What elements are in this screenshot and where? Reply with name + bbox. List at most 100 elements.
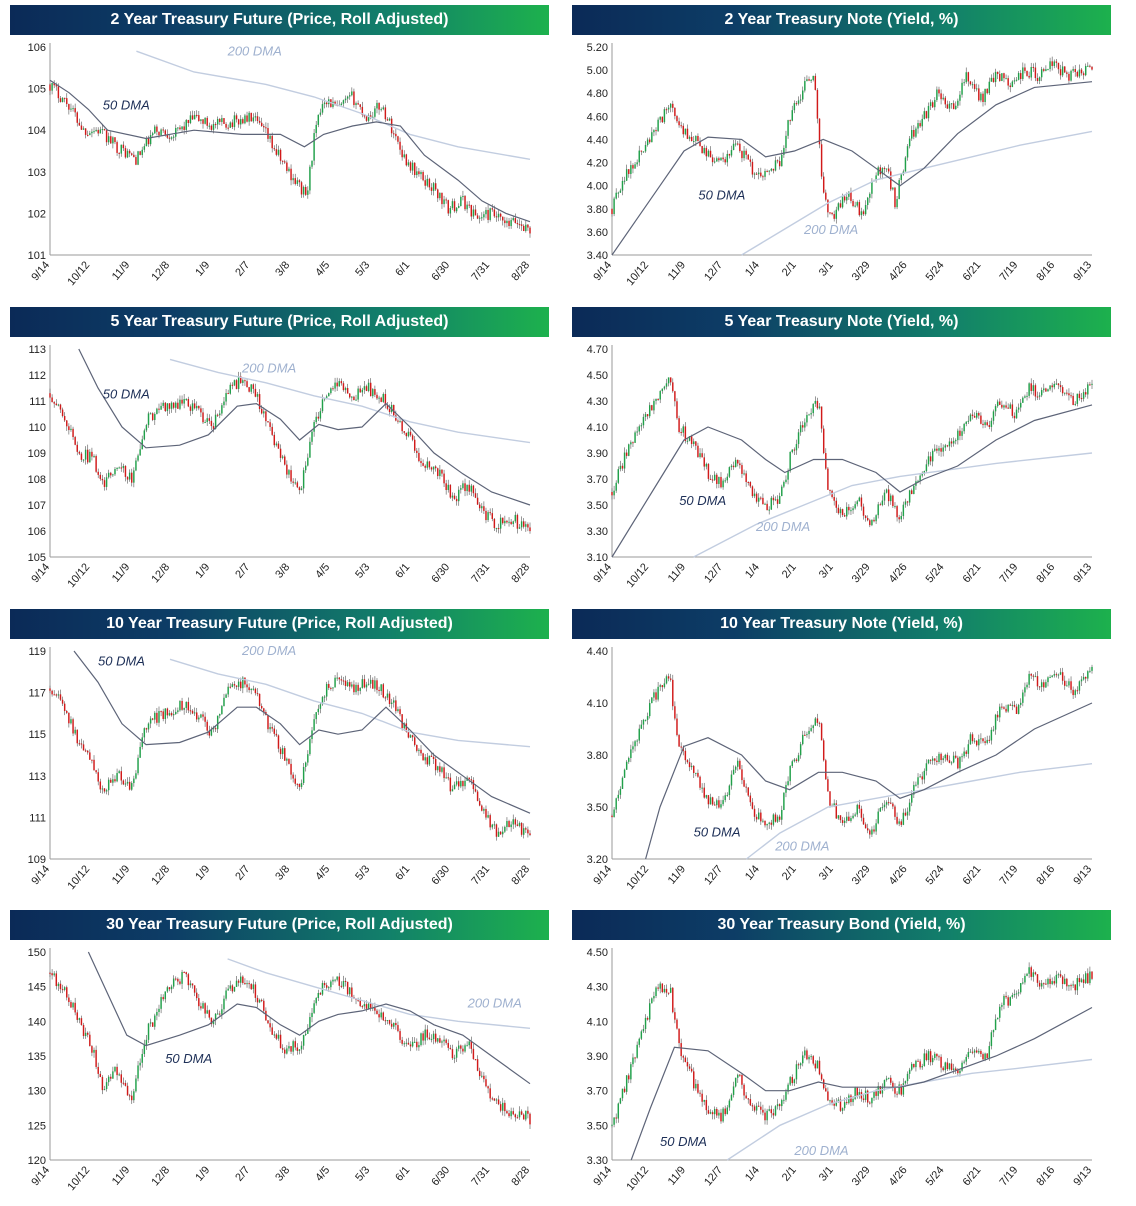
candle-body xyxy=(885,802,888,805)
candle-body xyxy=(617,1103,620,1119)
candle-body xyxy=(1036,396,1039,398)
y-tick-label: 3.80 xyxy=(587,750,608,762)
candle-body xyxy=(369,679,372,684)
candle-body xyxy=(680,125,682,127)
candle-body xyxy=(409,1044,412,1047)
candle-body xyxy=(407,431,410,437)
candle-body xyxy=(944,1062,947,1071)
candle-body xyxy=(147,413,150,426)
x-tick-label: 4/26 xyxy=(887,561,910,585)
candle-body xyxy=(162,402,164,406)
candle-body xyxy=(181,399,183,404)
candle-body xyxy=(189,115,192,124)
candle-body xyxy=(1022,397,1024,403)
x-tick-label: 12/7 xyxy=(702,259,725,283)
candle-body xyxy=(139,151,141,155)
x-tick-label: 5/3 xyxy=(353,863,372,882)
x-tick-label: 10/12 xyxy=(65,561,92,590)
candle-body xyxy=(420,461,422,464)
x-tick-label: 9/14 xyxy=(591,1164,614,1188)
candle-body xyxy=(749,795,752,803)
candle-body xyxy=(613,1117,615,1125)
candle-body xyxy=(451,1049,454,1059)
candle-body xyxy=(1059,385,1062,388)
candle-body xyxy=(328,987,330,989)
candle-body xyxy=(869,193,871,198)
candle-body xyxy=(453,201,456,212)
candle-body xyxy=(198,717,200,720)
panel-2yr-future: 2 Year Treasury Future (Price, Roll Adju… xyxy=(10,5,549,301)
candle-body xyxy=(399,141,401,150)
candle-body xyxy=(760,1106,762,1110)
candle-body xyxy=(802,90,804,100)
candle-body xyxy=(349,95,351,97)
candle-body xyxy=(929,456,932,462)
candle-body xyxy=(323,102,326,105)
candle-body xyxy=(1026,684,1028,688)
candle-body xyxy=(764,820,766,826)
candle-body xyxy=(703,1099,705,1102)
candle-body xyxy=(854,1087,856,1099)
candle-body xyxy=(110,136,112,144)
candle-body xyxy=(760,172,762,177)
candle-body xyxy=(170,137,173,139)
candle-body xyxy=(265,127,267,129)
candle-body xyxy=(520,1111,523,1115)
candle-body xyxy=(1013,704,1016,707)
candle-body xyxy=(154,1015,156,1027)
candle-body xyxy=(489,1088,491,1099)
candle-body xyxy=(212,124,215,130)
candle-body xyxy=(156,126,158,132)
candle-body xyxy=(825,760,827,780)
candle-body xyxy=(430,187,433,191)
candle-body xyxy=(74,108,76,113)
candle-body xyxy=(472,1048,475,1060)
candle-body xyxy=(734,1077,737,1087)
y-tick-label: 135 xyxy=(28,1051,46,1063)
y-tick-label: 106 xyxy=(28,42,46,54)
candle-body xyxy=(292,774,294,779)
candle-body xyxy=(401,421,403,432)
candle-body xyxy=(357,388,359,400)
candle-body xyxy=(307,457,309,466)
candle-body xyxy=(732,769,735,775)
candle-body xyxy=(369,382,372,397)
x-tick-label: 1/4 xyxy=(743,561,762,580)
candle-body xyxy=(168,137,171,139)
candle-body xyxy=(806,734,808,736)
candle-body xyxy=(1007,704,1009,712)
candle-body xyxy=(107,472,110,478)
candle-body xyxy=(619,190,622,193)
candle-body xyxy=(1009,404,1011,409)
candle-body xyxy=(628,1075,630,1080)
candle-body xyxy=(55,973,58,987)
candle-body xyxy=(684,426,687,441)
y-tick-label: 3.30 xyxy=(587,526,608,538)
candle-body xyxy=(229,384,231,394)
candle-body xyxy=(843,820,846,823)
candle-body xyxy=(158,711,160,723)
candle-body xyxy=(445,483,447,490)
candle-body xyxy=(1017,407,1020,410)
candle-body xyxy=(999,706,1001,718)
candle-body xyxy=(317,992,320,999)
candle-body xyxy=(621,777,624,789)
candle-body xyxy=(214,414,217,429)
candle-body xyxy=(722,480,724,488)
candle-body xyxy=(1076,71,1079,77)
candle-body xyxy=(973,415,976,418)
candle-body xyxy=(332,388,334,390)
candle-body xyxy=(315,712,317,720)
candle-body xyxy=(934,448,936,451)
candle-body xyxy=(1020,402,1022,408)
x-tick-label: 6/30 xyxy=(429,259,452,283)
candle-body xyxy=(1047,69,1049,71)
candle-body xyxy=(751,802,754,809)
candle-body xyxy=(164,991,167,1000)
candle-body xyxy=(695,772,697,774)
candle-body xyxy=(737,459,739,464)
candle-body xyxy=(254,388,257,397)
candle-body xyxy=(229,122,231,128)
candle-body xyxy=(768,509,770,511)
candle-body xyxy=(913,785,915,795)
